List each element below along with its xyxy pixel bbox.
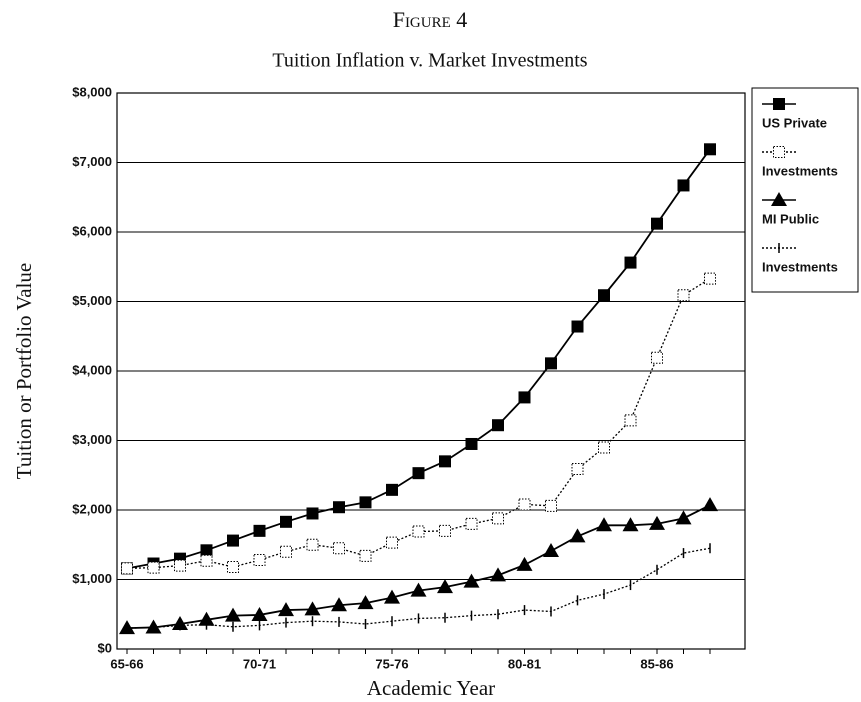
y-tick-label: $7,000 (72, 154, 112, 169)
marker (304, 601, 321, 616)
series-line (126, 278, 711, 570)
marker (384, 589, 400, 604)
marker (359, 496, 372, 509)
y-tick-label: $8,000 (72, 84, 112, 99)
marker (569, 528, 586, 543)
marker (306, 507, 319, 520)
marker (200, 554, 213, 567)
legend-label: US Private (762, 115, 827, 130)
y-tick-label: $1,000 (72, 571, 112, 586)
chart-title: Figure 4 (393, 7, 468, 32)
marker (147, 561, 160, 574)
marker (412, 467, 425, 480)
x-tick-label: 65-66 (110, 656, 143, 671)
y-tick-label: $0 (98, 640, 112, 655)
marker (357, 595, 374, 610)
marker (306, 538, 319, 551)
marker (253, 554, 266, 567)
series-line (126, 504, 711, 630)
marker (386, 536, 398, 549)
x-tick-label: 75-76 (375, 656, 408, 671)
marker (200, 544, 213, 557)
marker (227, 560, 239, 573)
marker (280, 545, 292, 558)
marker (598, 441, 610, 454)
series-line (126, 148, 711, 570)
y-tick-label: $3,000 (72, 432, 112, 447)
marker (596, 517, 612, 532)
marker (492, 419, 504, 432)
x-tick-label: 70-71 (243, 656, 276, 671)
marker (437, 579, 453, 594)
marker (773, 146, 785, 158)
marker (490, 567, 506, 582)
y-axis-label: Tuition or Portfolio Value (12, 263, 36, 479)
marker (225, 607, 241, 622)
legend-label: Investments (762, 259, 838, 274)
marker (278, 602, 294, 617)
marker (622, 517, 639, 532)
marker (516, 556, 533, 571)
marker (545, 357, 557, 370)
marker (624, 414, 637, 427)
chart-subtitle: Tuition Inflation v. Market Investments (272, 50, 587, 72)
y-tick-label: $6,000 (72, 223, 112, 238)
x-tick-label: 85-86 (640, 656, 673, 671)
marker (227, 534, 239, 547)
marker (545, 499, 557, 512)
marker (624, 256, 637, 269)
marker (386, 483, 398, 496)
marker (492, 512, 504, 525)
legend-label: Investments (762, 163, 838, 178)
marker (649, 515, 665, 530)
y-tick-label: $4,000 (72, 362, 112, 377)
marker (702, 497, 718, 512)
legend-box (751, 87, 859, 293)
marker (598, 289, 610, 302)
marker (253, 524, 266, 537)
marker (463, 573, 480, 588)
marker (651, 351, 663, 364)
marker (439, 524, 451, 537)
marker (571, 320, 584, 333)
y-tick-label: $5,000 (72, 293, 112, 308)
legend-label: MI Public (762, 211, 819, 226)
marker (704, 272, 716, 285)
marker (439, 455, 451, 468)
marker (518, 498, 531, 511)
marker (251, 606, 268, 621)
marker (773, 98, 785, 110)
marker (412, 525, 425, 538)
marker (677, 179, 690, 192)
marker (359, 549, 372, 562)
x-tick-label: 80-81 (508, 656, 541, 671)
marker (651, 217, 663, 230)
marker (704, 143, 716, 156)
marker (174, 559, 186, 572)
marker (331, 597, 347, 612)
y-tick-label: $2,000 (72, 501, 112, 516)
marker (333, 542, 345, 555)
marker (518, 391, 531, 404)
marker (198, 611, 215, 626)
plot-frame (116, 92, 746, 650)
marker (771, 192, 787, 206)
marker (280, 515, 292, 528)
x-axis-label: Academic Year (367, 676, 495, 700)
marker (465, 517, 478, 530)
marker (121, 562, 133, 575)
marker (677, 289, 690, 302)
marker (543, 543, 559, 558)
marker (465, 437, 478, 450)
marker (333, 501, 345, 514)
marker (571, 462, 584, 475)
marker (410, 582, 427, 597)
marker (675, 510, 692, 525)
